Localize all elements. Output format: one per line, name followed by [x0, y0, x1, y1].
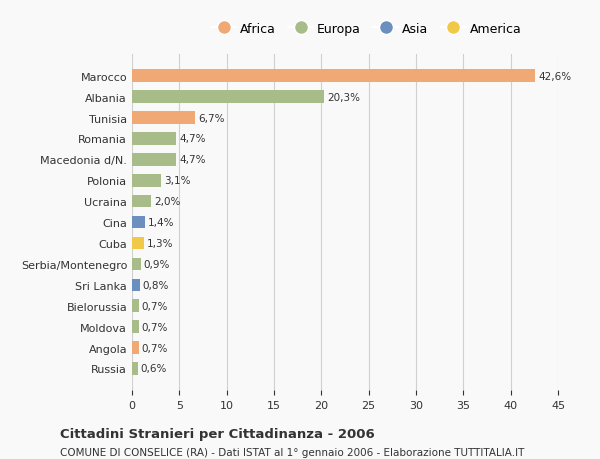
Text: 20,3%: 20,3%: [327, 92, 360, 102]
Text: 0,6%: 0,6%: [140, 364, 167, 374]
Bar: [132, 174, 161, 187]
Bar: [132, 196, 151, 208]
Bar: [132, 300, 139, 312]
Text: 6,7%: 6,7%: [198, 113, 225, 123]
Bar: [132, 341, 139, 354]
Bar: [132, 279, 140, 291]
Text: 0,7%: 0,7%: [142, 301, 168, 311]
Text: COMUNE DI CONSELICE (RA) - Dati ISTAT al 1° gennaio 2006 - Elaborazione TUTTITAL: COMUNE DI CONSELICE (RA) - Dati ISTAT al…: [60, 448, 524, 458]
Text: 2,0%: 2,0%: [154, 197, 180, 207]
Bar: [132, 91, 324, 104]
Bar: [132, 216, 145, 229]
Text: 0,9%: 0,9%: [143, 259, 170, 269]
Text: 0,7%: 0,7%: [142, 322, 168, 332]
Text: 3,1%: 3,1%: [164, 176, 191, 186]
Text: 0,8%: 0,8%: [142, 280, 169, 290]
Text: 42,6%: 42,6%: [538, 72, 571, 82]
Legend: Africa, Europa, Asia, America: Africa, Europa, Asia, America: [206, 18, 526, 41]
Text: 4,7%: 4,7%: [179, 155, 206, 165]
Bar: [132, 321, 139, 333]
Bar: [132, 70, 535, 83]
Text: 0,7%: 0,7%: [142, 343, 168, 353]
Bar: [132, 237, 145, 250]
Text: Cittadini Stranieri per Cittadinanza - 2006: Cittadini Stranieri per Cittadinanza - 2…: [60, 427, 375, 440]
Text: 1,3%: 1,3%: [147, 239, 173, 248]
Bar: [132, 154, 176, 166]
Bar: [132, 258, 140, 271]
Bar: [132, 363, 137, 375]
Text: 1,4%: 1,4%: [148, 218, 175, 228]
Text: 4,7%: 4,7%: [179, 134, 206, 144]
Bar: [132, 133, 176, 146]
Bar: [132, 112, 196, 124]
